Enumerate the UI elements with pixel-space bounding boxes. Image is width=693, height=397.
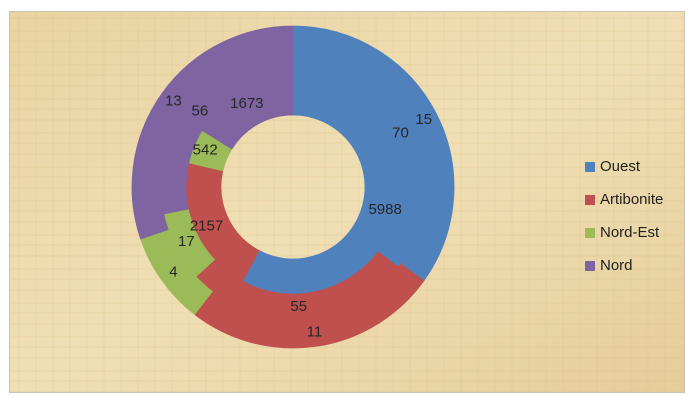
- legend-item-artibonite: Artibonite: [585, 183, 663, 216]
- legend: Ouest Artibonite Nord-Est Nord: [585, 150, 663, 282]
- legend-swatch: [585, 227, 595, 238]
- legend-label: Nord-Est: [600, 224, 660, 241]
- segment-outer-nord: [131, 25, 294, 240]
- rings-layer: [131, 25, 455, 349]
- data-label-middle-artibonite: 55: [290, 298, 307, 315]
- doughnut-chart: 5988 2157 542 1673 70 55 17 56 15 11 4 13: [10, 12, 684, 392]
- data-label-inner-artibonite: 2157: [190, 217, 223, 234]
- legend-label: Nord: [600, 257, 633, 274]
- labels-layer: 5988 2157 542 1673 70 55 17 56 15 11 4 13: [165, 92, 432, 340]
- legend-item-nord-est: Nord-Est: [585, 216, 663, 249]
- legend-item-ouest: Ouest: [585, 150, 663, 183]
- data-label-inner-ouest: 5988: [368, 201, 401, 218]
- data-label-outer-nord: 13: [165, 92, 182, 109]
- legend-label: Artibonite: [600, 191, 664, 208]
- data-label-outer-ouest: 15: [415, 111, 432, 128]
- legend-swatch: [585, 161, 595, 172]
- legend-swatch: [585, 194, 595, 205]
- data-label-inner-nord: 1673: [230, 95, 263, 112]
- data-label-outer-nord-est: 4: [169, 264, 177, 281]
- legend-label: Ouest: [600, 158, 641, 175]
- chart-area: 5988 2157 542 1673 70 55 17 56 15 11 4 13 Ouest Arti…: [9, 11, 685, 393]
- data-label-middle-nord: 56: [192, 102, 209, 119]
- data-label-middle-ouest: 70: [392, 125, 409, 142]
- data-label-outer-artibonite: 11: [307, 323, 323, 340]
- legend-swatch: [585, 260, 595, 271]
- data-label-inner-nord-est: 542: [193, 142, 218, 159]
- legend-item-nord: Nord: [585, 249, 663, 282]
- data-label-middle-nord-est: 17: [178, 233, 195, 250]
